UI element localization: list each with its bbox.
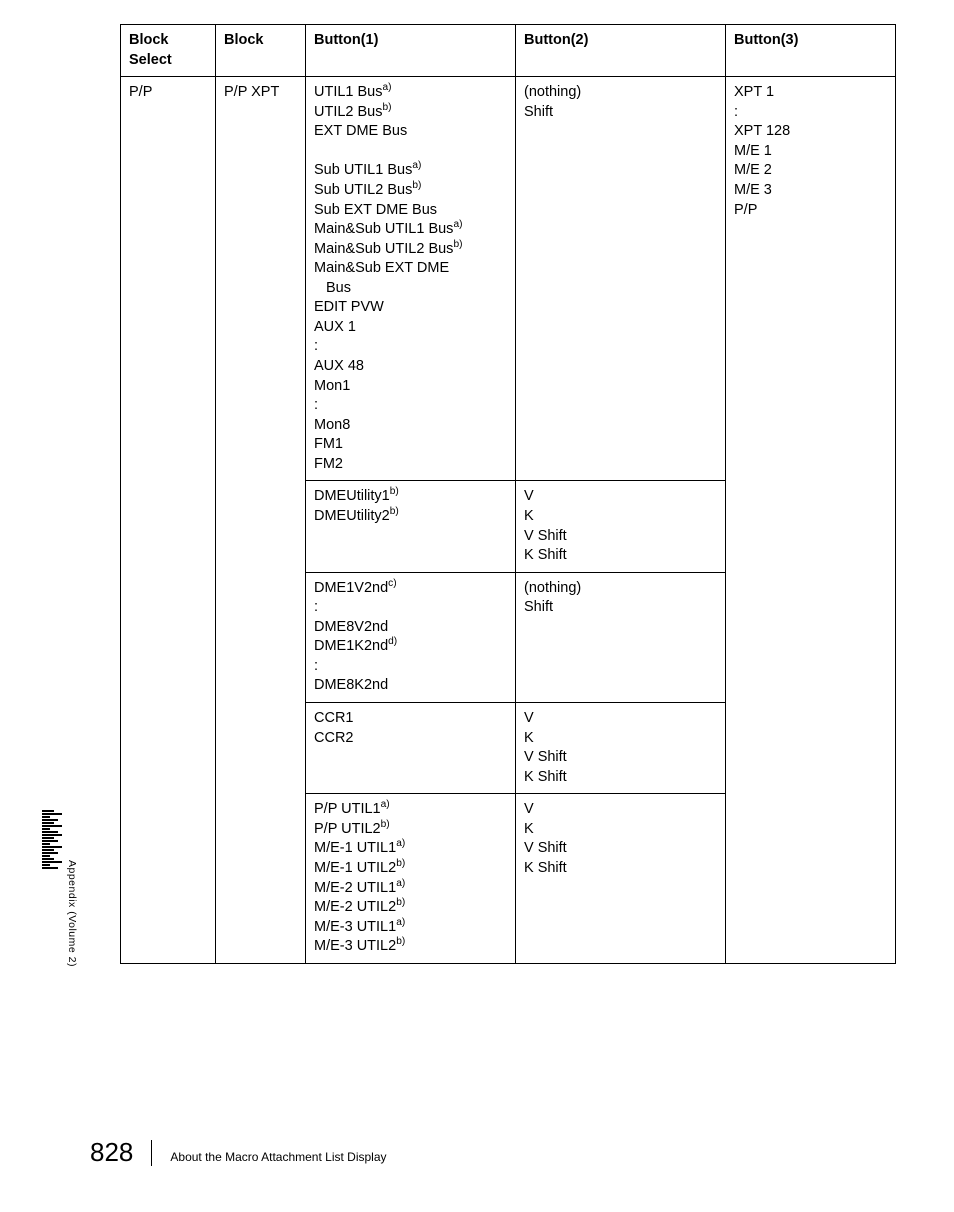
side-bars-icon	[42, 810, 64, 1050]
text-line: Sub EXT DME Bus	[314, 202, 437, 218]
text-line: DME1V2ndc)	[314, 580, 397, 596]
text-line: UTIL2 Busb)	[314, 104, 392, 120]
table-header-row: Block Select Block Button(1) Button(2) B…	[121, 25, 896, 77]
side-tab: Appendix (Volume 2)	[42, 810, 82, 1050]
text-line: M/E-2 UTIL1a)	[314, 880, 405, 896]
text-line: Bus	[314, 279, 351, 299]
page-footer: 828 About the Macro Attachment List Disp…	[90, 1137, 387, 1168]
cell-button2-r2: V K V Shift K Shift	[516, 481, 726, 572]
text-line: Sub UTIL2 Busb)	[314, 182, 421, 198]
col-header-button2: Button(2)	[516, 25, 726, 77]
text-line: DMEUtility2b)	[314, 508, 399, 524]
cell-button2-r3: (nothing) Shift	[516, 572, 726, 702]
cell-button1-r1: UTIL1 Busa) UTIL2 Busb) EXT DME Bus Sub …	[306, 77, 516, 481]
text-line: M/E-1 UTIL1a)	[314, 840, 405, 856]
text-line: DME8V2nd	[314, 619, 388, 635]
col-header-block: Block	[216, 25, 306, 77]
cell-button2-r4: V K V Shift K Shift	[516, 703, 726, 794]
page-number: 828	[90, 1137, 133, 1168]
col-header-button3: Button(3)	[726, 25, 896, 77]
cell-button1-r2: DMEUtility1b) DMEUtility2b)	[306, 481, 516, 572]
text-line: :	[314, 338, 318, 354]
text-line: DMEUtility1b)	[314, 488, 399, 504]
text-line: :	[314, 397, 318, 413]
text-line: Mon1	[314, 378, 350, 394]
text-line: P/P UTIL1a)	[314, 801, 390, 817]
side-tab-label: Appendix (Volume 2)	[66, 810, 78, 1050]
cell-button2-r1: (nothing) Shift	[516, 77, 726, 481]
text-line: M/E-1 UTIL2b)	[314, 860, 405, 876]
cell-button1-r5: P/P UTIL1a) P/P UTIL2b) M/E-1 UTIL1a) M/…	[306, 794, 516, 964]
main-table: Block Select Block Button(1) Button(2) B…	[120, 24, 896, 964]
text-line: :	[314, 599, 318, 615]
text-line: Mon8	[314, 417, 350, 433]
col-header-button1: Button(1)	[306, 25, 516, 77]
text-line: Main&Sub UTIL2 Busb)	[314, 241, 462, 257]
cell-block: P/P XPT	[216, 77, 306, 964]
cell-button1-r3: DME1V2ndc) : DME8V2nd DME1K2ndd) : DME8K…	[306, 572, 516, 702]
text-line: AUX 48	[314, 358, 364, 374]
text-line: FM1	[314, 436, 343, 452]
cell-button3: XPT 1 : XPT 128 M/E 1 M/E 2 M/E 3 P/P	[726, 77, 896, 964]
text-line: Sub UTIL1 Busa)	[314, 162, 421, 178]
text-line: FM2	[314, 456, 343, 472]
footer-divider	[151, 1140, 152, 1166]
text-line: M/E-3 UTIL1a)	[314, 919, 405, 935]
text-line: M/E-2 UTIL2b)	[314, 899, 405, 915]
text-line: EDIT PVW	[314, 299, 384, 315]
footer-title: About the Macro Attachment List Display	[170, 1150, 386, 1164]
text-line: M/E-3 UTIL2b)	[314, 938, 405, 954]
cell-block-select: P/P	[121, 77, 216, 964]
text-line: DME1K2ndd)	[314, 638, 397, 654]
text-line: DME8K2nd	[314, 677, 388, 693]
col-header-block-select: Block Select	[121, 25, 216, 77]
cell-button1-r4: CCR1 CCR2	[306, 703, 516, 794]
table-row: P/P P/P XPT UTIL1 Busa) UTIL2 Busb) EXT …	[121, 77, 896, 481]
text-line: Main&Sub EXT DME	[314, 260, 449, 276]
text-line: UTIL1 Busa)	[314, 84, 392, 100]
text-line: EXT DME Bus	[314, 123, 407, 139]
text-line: Main&Sub UTIL1 Busa)	[314, 221, 462, 237]
text-line: :	[314, 658, 318, 674]
text-line: AUX 1	[314, 319, 356, 335]
cell-button2-r5: V K V Shift K Shift	[516, 794, 726, 964]
text-line: P/P UTIL2b)	[314, 821, 390, 837]
